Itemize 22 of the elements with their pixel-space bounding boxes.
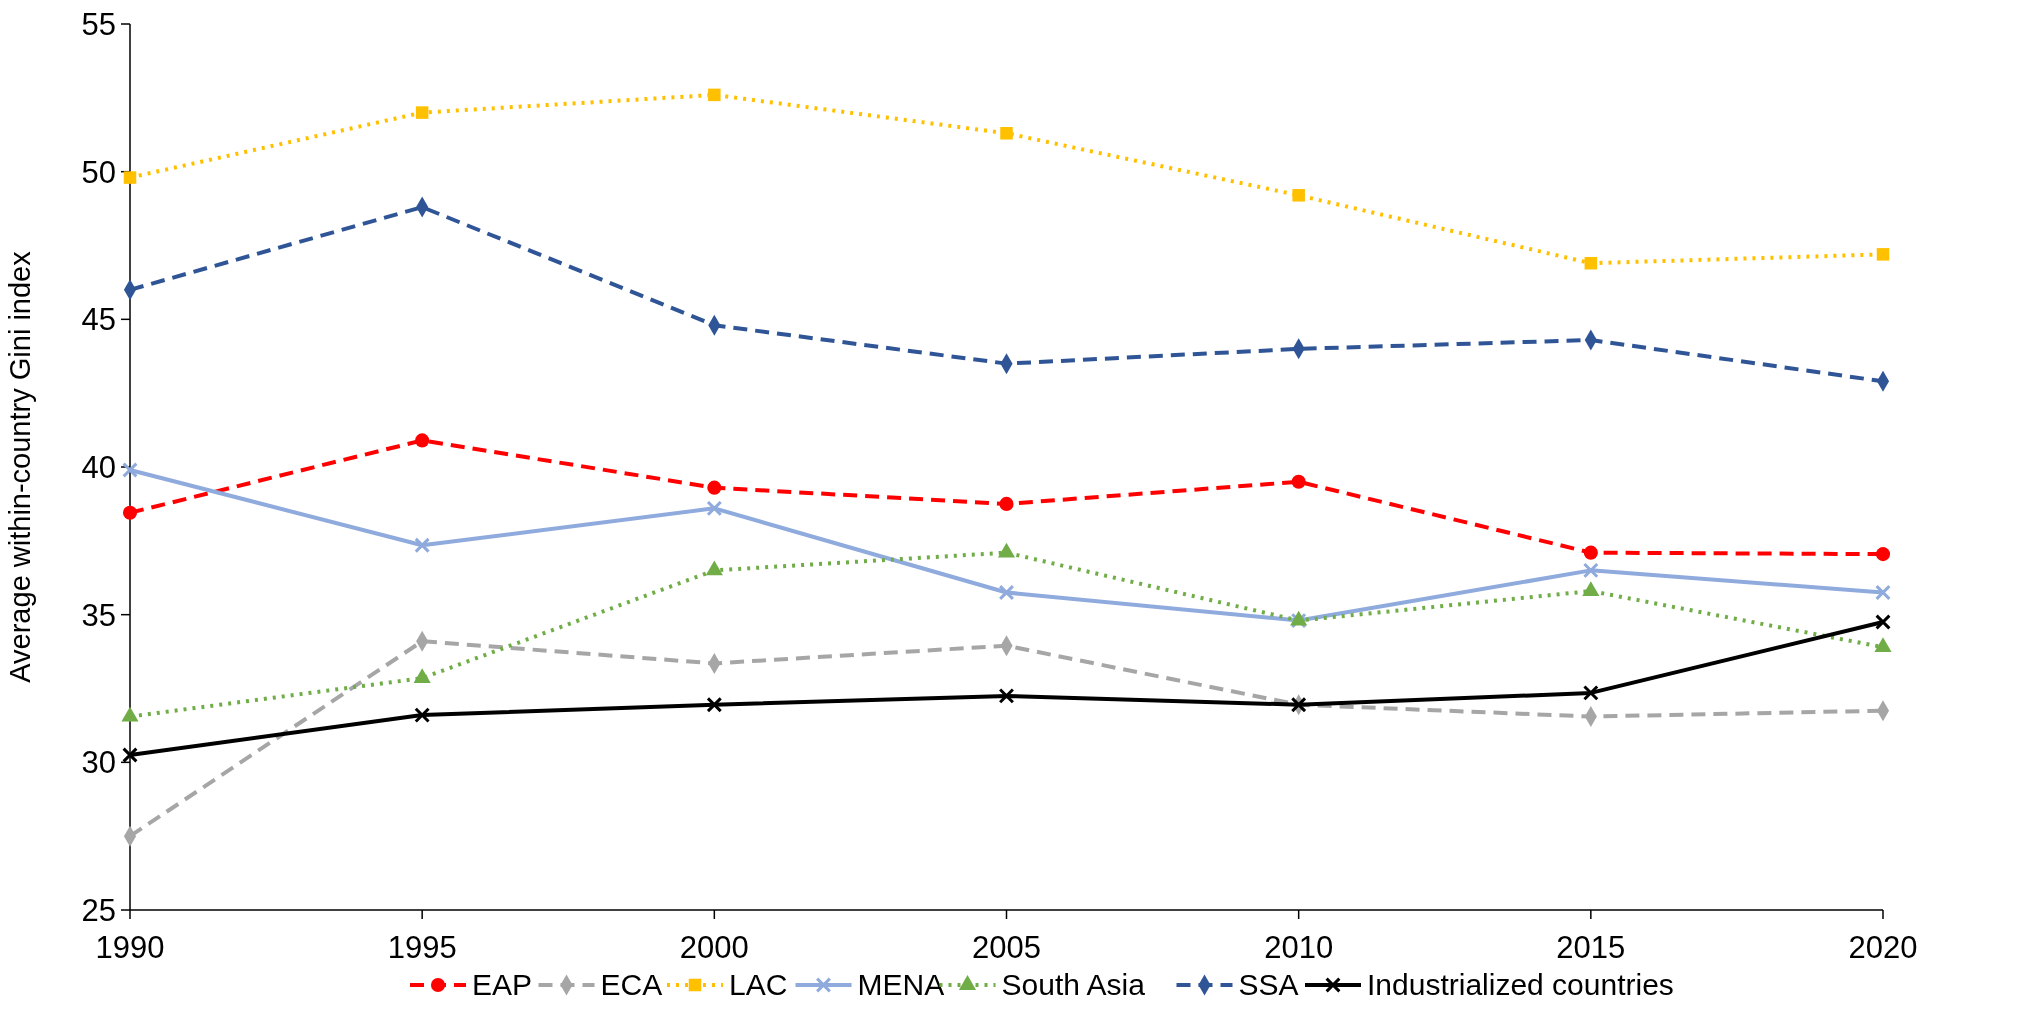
y-tick-label: 50 — [81, 154, 116, 190]
y-tick-label: 30 — [81, 745, 116, 781]
legend-label: LAC — [729, 968, 788, 1001]
x-tick-label: 1995 — [387, 930, 457, 965]
legend-label: ECA — [600, 968, 663, 1001]
y-axis-title: Average within-country Gini index — [4, 250, 36, 683]
legend-label: EAP — [472, 968, 533, 1001]
x-tick-label: 2010 — [1264, 930, 1334, 965]
y-tick-label: 45 — [81, 302, 116, 338]
y-tick-label: 35 — [81, 597, 116, 633]
x-tick-label: 2005 — [972, 930, 1041, 965]
x-tick-label: 1990 — [95, 930, 165, 965]
y-tick-label: 55 — [81, 6, 116, 42]
legend-label: SSA — [1238, 968, 1299, 1001]
x-tick-label: 2000 — [679, 930, 749, 965]
y-tick-label: 25 — [81, 892, 116, 928]
y-tick-label: 40 — [81, 449, 116, 485]
x-tick-label: 2020 — [1848, 930, 1918, 965]
legend-label: South Asia — [1001, 968, 1146, 1001]
legend-label: Industrialized countries — [1367, 968, 1674, 1001]
legend-label: MENA — [857, 968, 945, 1001]
x-tick-label: 2015 — [1556, 930, 1626, 965]
